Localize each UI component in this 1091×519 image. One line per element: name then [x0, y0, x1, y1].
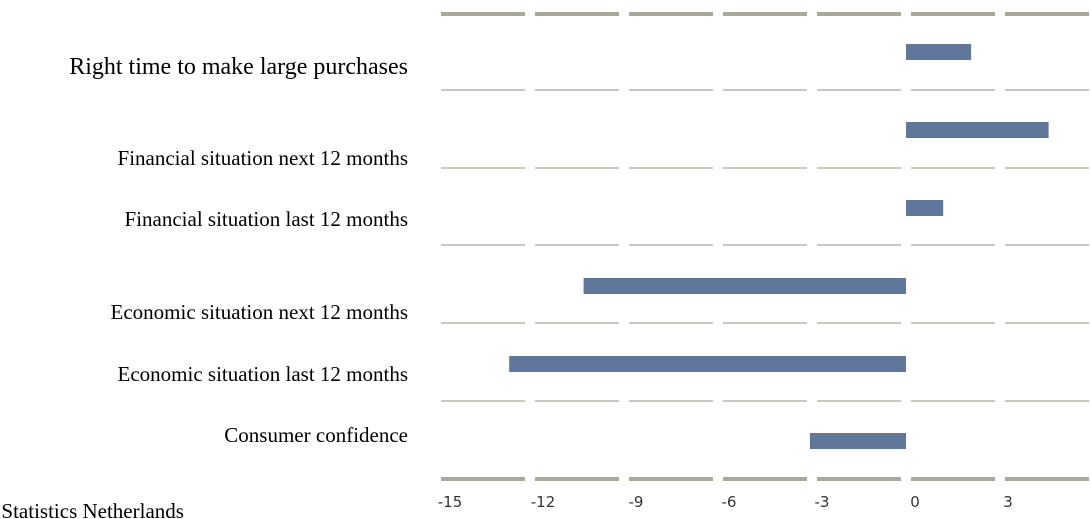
category-label: Consumer confidence — [224, 423, 408, 447]
category-labels: Right time to make large purchases Financ… — [69, 54, 408, 447]
gridlines — [441, 12, 1089, 481]
category-label: Economic situation last 12 months — [118, 362, 408, 386]
source-note: Source: Statistics Netherlands — [0, 499, 184, 519]
x-tick-label: -12 — [531, 493, 556, 511]
bar — [583, 278, 906, 294]
x-tick-label: -15 — [438, 493, 463, 511]
x-tick-label: -3 — [815, 493, 830, 511]
x-tick-label: 3 — [1003, 493, 1013, 511]
category-label: Economic situation next 12 months — [111, 300, 408, 324]
x-tick-label: -6 — [722, 493, 737, 511]
bar — [906, 122, 1049, 138]
bar — [809, 433, 906, 449]
x-tick-labels: -15 -12 -9 -6 -3 0 3 — [438, 493, 1013, 511]
bar — [906, 44, 972, 60]
category-label: Financial situation next 12 months — [118, 146, 408, 170]
x-tick-label: 0 — [910, 493, 920, 511]
category-label: Right time to make large purchases — [69, 54, 408, 80]
bars — [509, 44, 1049, 449]
bar — [906, 200, 944, 216]
category-label: Financial situation last 12 months — [125, 207, 408, 231]
x-tick-label: -9 — [629, 493, 644, 511]
bar — [509, 356, 906, 372]
